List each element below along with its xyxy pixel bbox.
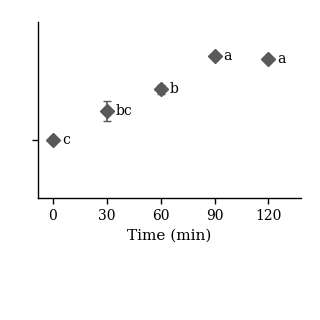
Text: b: b (170, 83, 179, 96)
X-axis label: Time (min): Time (min) (127, 228, 212, 242)
Text: a: a (223, 49, 232, 63)
Text: c: c (62, 133, 70, 147)
Text: bc: bc (116, 104, 132, 118)
Text: a: a (277, 52, 286, 66)
